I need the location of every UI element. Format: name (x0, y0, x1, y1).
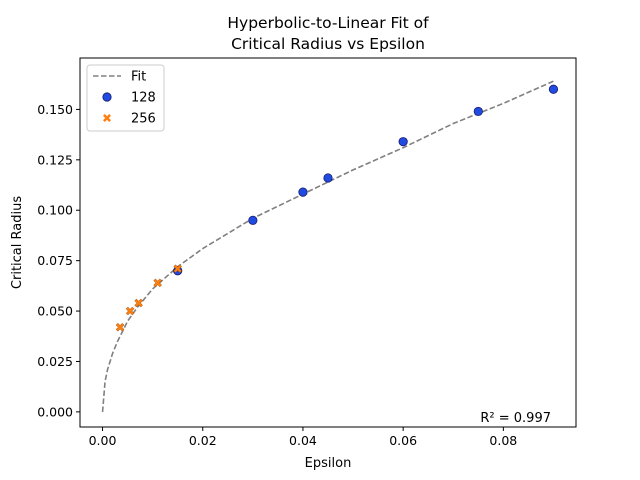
legend-256-swatch (103, 114, 111, 122)
y-tick-label: 0.125 (37, 152, 73, 167)
axes-frame (79, 57, 577, 428)
y-axis-label: Critical Radius (10, 196, 25, 289)
legend-128-swatch (102, 92, 112, 102)
legend-fit-label: Fit (131, 70, 146, 85)
point-128 (298, 187, 308, 197)
y-tick-label: 0.075 (37, 253, 73, 268)
x-tick-label: 0.06 (389, 433, 417, 448)
x-axis: 0.00 0.02 0.04 0.06 0.08 (89, 427, 517, 448)
r-squared-annotation: R² = 0.997 (480, 411, 551, 426)
point-256 (115, 322, 125, 332)
y-tick-label: 0.000 (37, 404, 73, 419)
y-tick-label: 0.100 (37, 203, 73, 218)
point-256 (125, 306, 135, 316)
point-128 (248, 215, 258, 225)
x-tick-label: 0.00 (89, 433, 117, 448)
chart-title-line-2: Critical Radius vs Epsilon (231, 35, 425, 53)
point-128 (398, 137, 408, 147)
fit-line (101, 80, 554, 412)
point-128 (323, 173, 333, 183)
x-tick-label: 0.08 (489, 433, 517, 448)
point-256 (153, 278, 162, 288)
point-128 (548, 84, 559, 94)
legend: Fit 128 256 (86, 64, 165, 132)
y-tick-label: 0.150 (37, 102, 73, 117)
point-256 (134, 298, 143, 308)
legend-box (86, 64, 165, 132)
x-tick-label: 0.04 (289, 433, 317, 448)
point-256 (173, 264, 182, 273)
chart-title-line-1: Hyperbolic-to-Linear Fit of (227, 14, 429, 32)
legend-128-label: 128 (131, 91, 156, 106)
x-tick-label: 0.02 (189, 433, 217, 448)
y-tick-label: 0.050 (37, 304, 73, 319)
x-axis-label: Epsilon (305, 456, 352, 471)
point-128 (473, 106, 483, 117)
legend-256-label: 256 (131, 112, 156, 127)
y-axis: 0.000 0.025 0.050 0.075 0.100 0.125 0.150 (37, 102, 80, 419)
plot-area (101, 80, 559, 412)
y-tick-label: 0.025 (37, 354, 73, 369)
